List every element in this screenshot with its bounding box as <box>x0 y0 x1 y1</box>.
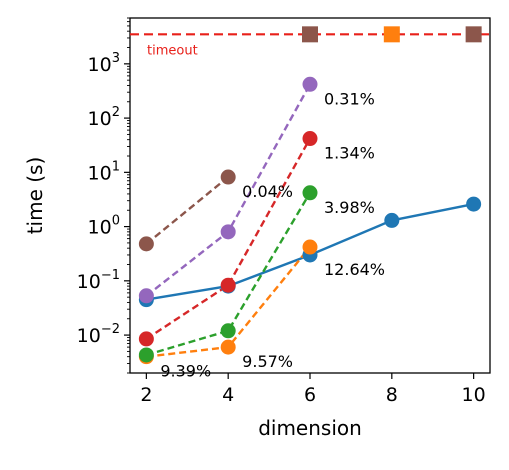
percent-annotation: 0.04% <box>242 182 293 201</box>
y-tick-label: 100 <box>88 214 120 239</box>
timeout-marker <box>302 26 318 43</box>
data-point <box>302 76 318 92</box>
series-line <box>145 176 229 245</box>
y-tick-label: 10−2 <box>77 322 120 347</box>
data-point <box>302 239 318 255</box>
y-tick-label: 103 <box>88 51 120 76</box>
data-point <box>220 224 236 240</box>
x-tick-label: 4 <box>222 384 234 406</box>
data-point <box>302 185 318 201</box>
timeout-label: timeout <box>147 43 198 58</box>
timeout-marker <box>465 26 482 43</box>
x-axis-label: dimension <box>258 416 362 440</box>
series-line <box>146 192 312 357</box>
y-tick-label: 102 <box>88 105 120 130</box>
data-point <box>138 331 154 347</box>
data-point <box>138 347 154 363</box>
percent-annotation: 1.34% <box>324 144 375 163</box>
percent-annotation: 12.64% <box>324 260 385 279</box>
percent-annotation: 0.31% <box>324 89 375 108</box>
data-point <box>384 212 400 228</box>
percent-annotation: 9.57% <box>242 352 293 371</box>
data-point <box>220 277 236 293</box>
data-point <box>138 236 154 252</box>
data-point <box>138 288 154 304</box>
data-point <box>220 169 236 185</box>
x-tick-label: 6 <box>304 384 316 406</box>
data-point <box>220 339 236 355</box>
percent-annotation: 9.39% <box>160 362 211 381</box>
y-axis-label: time (s) <box>23 157 47 235</box>
data-point <box>220 323 236 339</box>
percent-annotation: 3.98% <box>324 198 375 217</box>
x-tick-label: 2 <box>140 384 152 406</box>
x-tick-label: 10 <box>462 384 486 406</box>
x-tick-label: 8 <box>386 384 398 406</box>
data-point <box>302 131 318 147</box>
y-tick-label: 10−1 <box>77 268 120 293</box>
timeout-marker <box>383 26 400 43</box>
data-point <box>466 196 482 212</box>
y-tick-label: 101 <box>88 159 120 184</box>
series-line <box>145 137 312 340</box>
